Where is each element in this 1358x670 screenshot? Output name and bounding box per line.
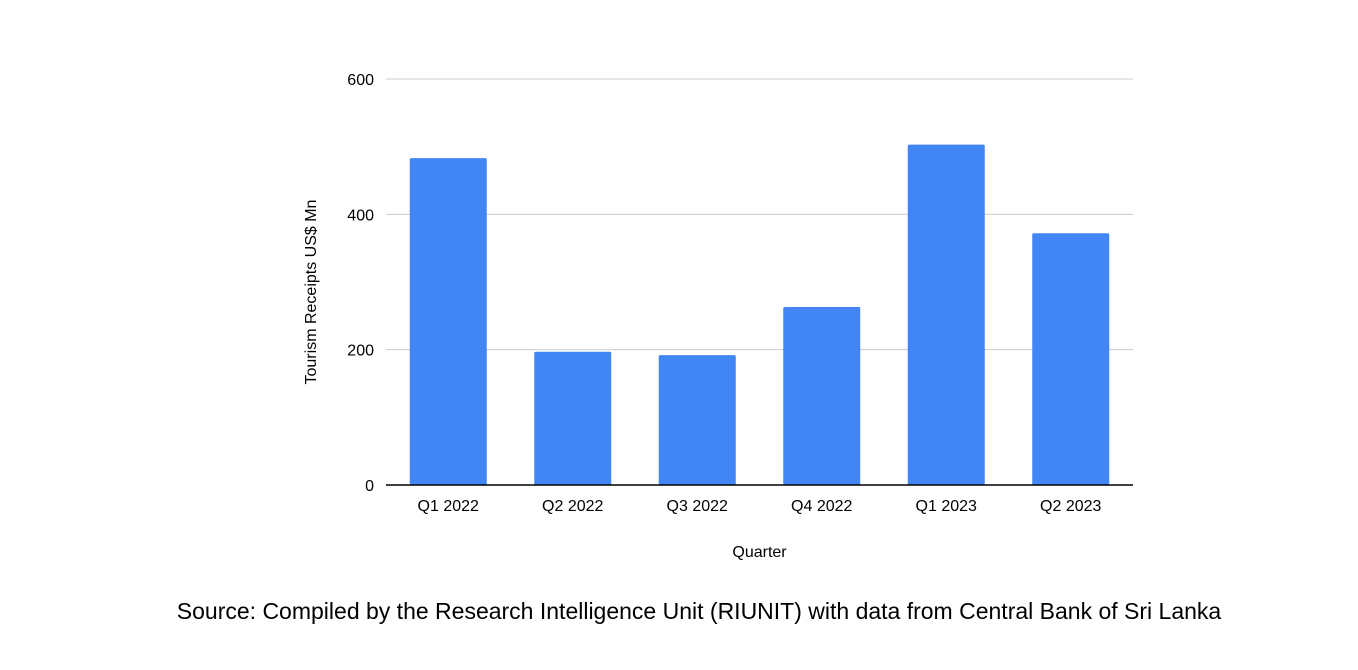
bar xyxy=(1032,233,1110,485)
x-axis-title: Quarter xyxy=(732,544,787,561)
y-tick-label: 0 xyxy=(365,478,374,495)
y-tick-label: 400 xyxy=(347,207,374,224)
x-tick-label: Q2 2022 xyxy=(542,498,603,515)
y-tick-label: 600 xyxy=(347,72,374,89)
source-note: Source: Compiled by the Research Intelli… xyxy=(176,598,1222,624)
bar xyxy=(783,307,861,485)
gridlines xyxy=(386,78,1133,351)
y-axis-title: Tourism Receipts US$ Mn xyxy=(303,200,320,385)
x-tick-label: Q1 2023 xyxy=(916,498,977,515)
y-tick-labels: 0 200 400 600 xyxy=(347,72,374,495)
bar xyxy=(658,355,736,485)
bar xyxy=(409,158,487,486)
x-tick-labels: Q1 2022 Q2 2022 Q3 2022 Q4 2022 Q1 2023 Q2 20… xyxy=(418,498,1102,515)
x-tick-label: Q3 2022 xyxy=(667,498,728,515)
x-tick-label: Q4 2022 xyxy=(791,498,852,515)
y-tick-label: 200 xyxy=(347,343,374,360)
bar xyxy=(907,144,985,486)
bar xyxy=(534,351,612,485)
bars xyxy=(409,144,1110,486)
x-tick-label: Q2 2023 xyxy=(1040,498,1101,515)
x-tick-label: Q1 2022 xyxy=(418,498,479,515)
